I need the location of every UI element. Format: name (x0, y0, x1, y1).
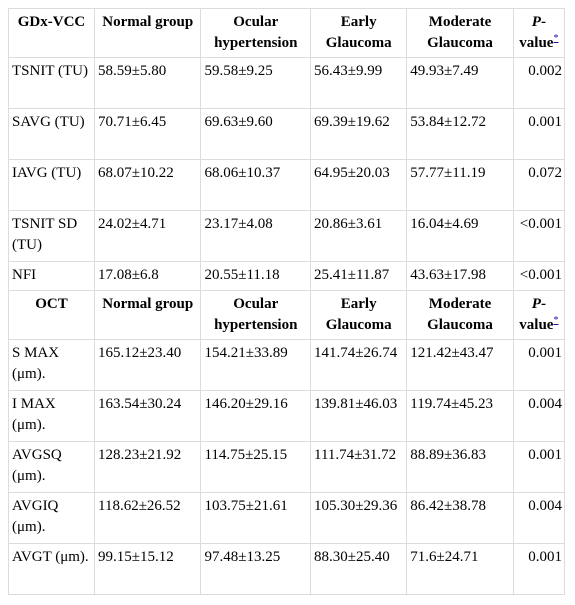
table-row: AVGSQ (μm). 128.23±21.92 114.75±25.15 111.7… (8, 441, 566, 493)
table-cell: 68.07±10.22 (93, 159, 202, 211)
row-label: TSNIT SD (TU) (8, 210, 95, 262)
table-cell: 58.59±5.80 (93, 57, 202, 109)
table-row: S MAX (μm). 165.12±23.40 154.21±33.89 141.7… (8, 339, 566, 391)
table-cell: 141.74±26.74 (310, 339, 408, 391)
table-row: NFI 17.08±6.8 20.55±11.18 25.41±11.87 43.63±… (8, 261, 566, 291)
column-header: Ocular hypertension (200, 290, 312, 340)
table-cell: 25.41±11.87 (310, 261, 408, 291)
p-value-cell: 0.004 (512, 390, 566, 442)
table-cell: 20.55±11.18 (200, 261, 312, 291)
p-value-cell: 0.001 (512, 339, 566, 391)
table-cell: 114.75±25.15 (200, 441, 312, 493)
table-cell: 53.84±12.72 (406, 108, 514, 160)
column-header: Early Glaucoma (310, 8, 408, 58)
table-cell: 68.06±10.37 (200, 159, 312, 211)
row-label: IAVG (TU) (8, 159, 95, 211)
section-label: GDx-VCC (8, 8, 95, 58)
column-header: Normal group (93, 290, 202, 340)
table-cell: 139.81±46.03 (310, 390, 408, 442)
p-value-header: P-value* (512, 8, 566, 58)
table-cell: 49.93±7.49 (406, 57, 514, 109)
table-cell: 154.21±33.89 (200, 339, 312, 391)
row-label: NFI (8, 261, 95, 291)
table-cell: 70.71±6.45 (93, 108, 202, 160)
p-value-suffix: -value (519, 296, 554, 333)
table-cell: 23.17±4.08 (200, 210, 312, 262)
table-cell: 16.04±4.69 (406, 210, 514, 262)
table-cell: 69.39±19.62 (310, 108, 408, 160)
table-cell: 99.15±15.12 (93, 543, 202, 595)
table-cell: 119.74±45.23 (406, 390, 514, 442)
p-letter: P (531, 14, 541, 30)
table-cell: 128.23±21.92 (93, 441, 202, 493)
table-cell: 88.89±36.83 (406, 441, 514, 493)
row-label: S MAX (μm). (8, 339, 95, 391)
p-value-cell: 0.001 (512, 543, 566, 595)
row-label: AVGIQ (μm). (8, 492, 95, 544)
section-label: OCT (8, 290, 95, 340)
row-label: AVGSQ (μm). (8, 441, 95, 493)
results-table: GDx-VCC Normal group Ocular hypertension Ea… (8, 8, 566, 595)
table-cell: 103.75±21.61 (200, 492, 312, 544)
row-label: AVGT (μm). (8, 543, 95, 595)
table-cell: 97.48±13.25 (200, 543, 312, 595)
table-cell: 69.63±9.60 (200, 108, 312, 160)
footnote-link[interactable]: * (553, 315, 559, 326)
table-cell: 17.08±6.8 (93, 261, 202, 291)
p-value-header: P-value* (512, 290, 566, 340)
table-cell: 43.63±17.98 (406, 261, 514, 291)
p-value-cell: 0.002 (512, 57, 566, 109)
p-value-cell: 0.072 (512, 159, 566, 211)
column-header: Moderate Glaucoma (406, 8, 514, 58)
section-header-row: OCT Normal group Ocular hypertension Early … (8, 290, 566, 340)
table-row: AVGT (μm). 99.15±15.12 97.48±13.25 88.30±25… (8, 543, 566, 595)
row-label: TSNIT (TU) (8, 57, 95, 109)
table-cell: 71.6±24.71 (406, 543, 514, 595)
p-value-cell: 0.001 (512, 441, 566, 493)
table-cell: 146.20±29.16 (200, 390, 312, 442)
table-cell: 121.42±43.47 (406, 339, 514, 391)
p-letter: P (531, 296, 541, 312)
row-label: I MAX (μm). (8, 390, 95, 442)
p-value-cell: 0.001 (512, 108, 566, 160)
table-row: IAVG (TU) 68.07±10.22 68.06±10.37 64.95±20.… (8, 159, 566, 211)
table-cell: 88.30±25.40 (310, 543, 408, 595)
table-cell: 59.58±9.25 (200, 57, 312, 109)
table-cell: 118.62±26.52 (93, 492, 202, 544)
table-cell: 20.86±3.61 (310, 210, 408, 262)
column-header: Early Glaucoma (310, 290, 408, 340)
table-cell: 64.95±20.03 (310, 159, 408, 211)
table-cell: 105.30±29.36 (310, 492, 408, 544)
column-header: Moderate Glaucoma (406, 290, 514, 340)
table-cell: 111.74±31.72 (310, 441, 408, 493)
row-label: SAVG (TU) (8, 108, 95, 160)
table-row: SAVG (TU) 70.71±6.45 69.63±9.60 69.39±19.62… (8, 108, 566, 160)
column-header: Ocular hypertension (200, 8, 312, 58)
table-row: I MAX (μm). 163.54±30.24 146.20±29.16 139.8… (8, 390, 566, 442)
table-row: TSNIT SD (TU) 24.02±4.71 23.17±4.08 20.86±3… (8, 210, 566, 262)
p-value-cell: <0.001 (512, 210, 566, 262)
footnote-link[interactable]: * (553, 33, 559, 44)
table-row: TSNIT (TU) 58.59±5.80 59.58±9.25 56.43±9.99… (8, 57, 566, 109)
table-cell: 165.12±23.40 (93, 339, 202, 391)
p-value-cell: <0.001 (512, 261, 566, 291)
table-cell: 24.02±4.71 (93, 210, 202, 262)
table-cell: 163.54±30.24 (93, 390, 202, 442)
table-cell: 86.42±38.78 (406, 492, 514, 544)
p-value-cell: 0.004 (512, 492, 566, 544)
p-value-suffix: -value (519, 14, 554, 51)
column-header: Normal group (93, 8, 202, 58)
table-row: AVGIQ (μm). 118.62±26.52 103.75±21.61 105.3… (8, 492, 566, 544)
table-body: GDx-VCC Normal group Ocular hypertension Ea… (8, 8, 566, 595)
table-cell: 56.43±9.99 (310, 57, 408, 109)
table-cell: 57.77±11.19 (406, 159, 514, 211)
section-header-row: GDx-VCC Normal group Ocular hypertension Ea… (8, 8, 566, 58)
